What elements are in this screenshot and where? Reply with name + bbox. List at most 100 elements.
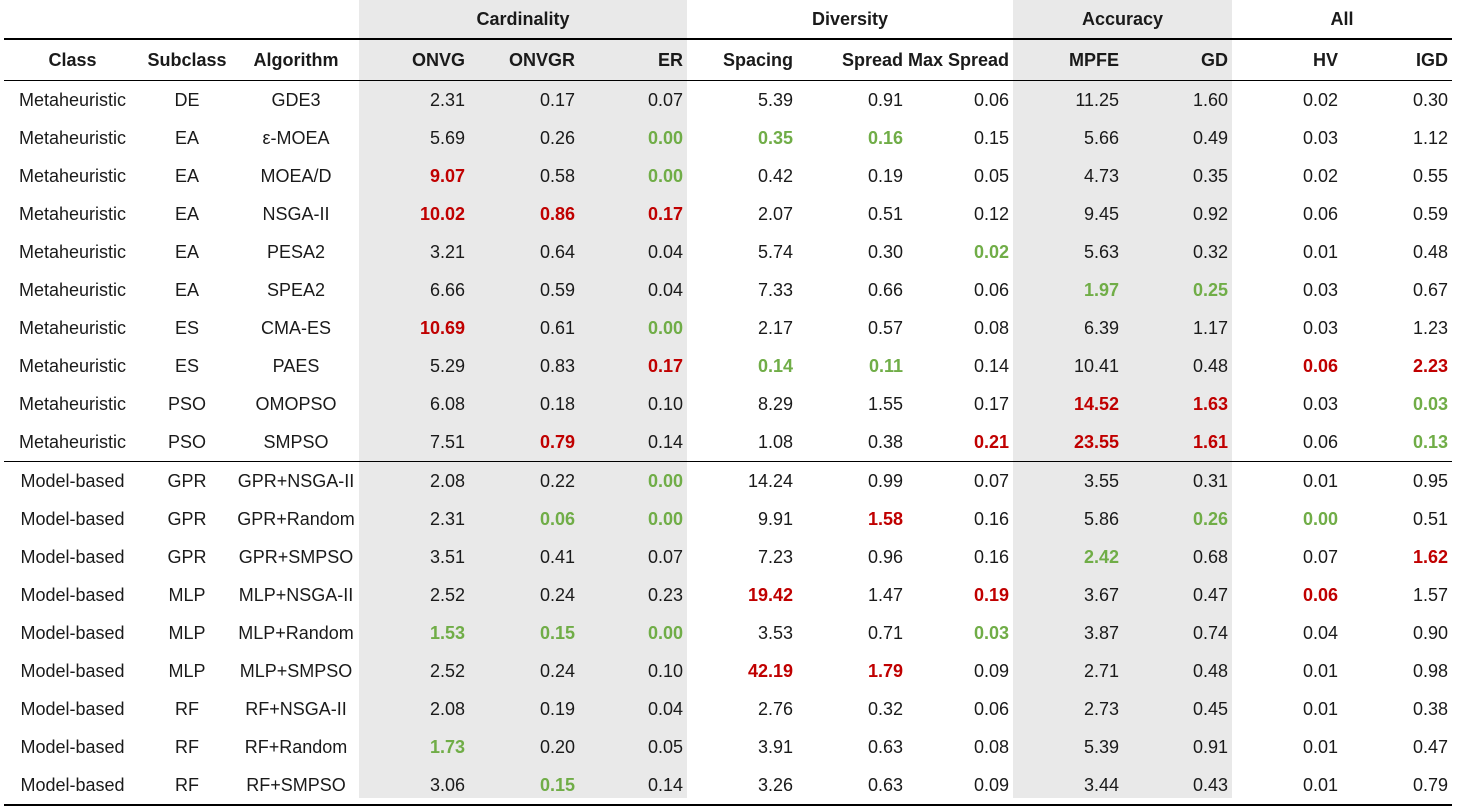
cell-spacing: 42.19	[747, 660, 794, 681]
cell-algorithm: ε-MOEA	[262, 127, 330, 148]
cell-class: Metaheuristic	[18, 431, 127, 452]
cell-subclass: RF	[175, 698, 199, 719]
cell-onvgr: 0.19	[539, 698, 575, 719]
cell-onvgr: 0.83	[539, 355, 575, 376]
header-onvg: ONVG	[411, 49, 465, 70]
header-hv: HV	[1313, 49, 1339, 70]
cell-class: Model-based	[20, 736, 125, 757]
cell-igd: 0.48	[1413, 241, 1449, 262]
cell-spread: 0.51	[867, 203, 904, 224]
cell-onvg: 2.52	[429, 584, 465, 605]
cell-spread: 0.11	[868, 355, 904, 376]
cell-max-spread: 0.05	[974, 165, 1010, 186]
cell-er: 0.23	[647, 584, 684, 605]
cell-er: 0.00	[579, 461, 688, 500]
cell-max-spread: 0.19	[974, 584, 1010, 605]
cell-igd: 0.67	[1413, 279, 1449, 300]
cell-mpfe: 3.67	[1084, 584, 1120, 605]
cell-onvg: 2.31	[429, 508, 465, 529]
column-header-row: Class Subclass Algorithm ONVG ONVGR ER S…	[4, 39, 1453, 81]
table-row: Metaheuristic ES CMA-ES 10.69 0.61 0.00 2.17 0.…	[4, 309, 1452, 347]
cell-er: 0.17	[647, 203, 684, 224]
cell-mpfe: 4.73	[1084, 165, 1120, 186]
cell-algorithm: GPR+NSGA-II	[233, 461, 359, 500]
table-row: Model-based GPR GPR+Random 2.31 0.06 0.00 9.91…	[4, 500, 1452, 538]
cell-class: Metaheuristic	[18, 203, 127, 224]
cell-onvgr: 0.26	[539, 127, 575, 148]
cell-class: Metaheuristic	[18, 127, 127, 148]
header-class: Class	[48, 49, 97, 70]
cell-spread: 0.71	[867, 622, 904, 643]
cell-max-spread: 0.16	[974, 546, 1010, 567]
cell-spacing: 5.74	[757, 241, 794, 262]
cell-algorithm: RF+NSGA-II	[245, 698, 347, 719]
cell-gd: 0.91	[1193, 736, 1229, 757]
cell-onvg: 1.53	[429, 622, 465, 643]
cell-gd: 1.61	[1193, 431, 1229, 452]
cell-subclass: GPR	[141, 461, 233, 500]
cell-algorithm: MOEA/D	[260, 165, 332, 186]
cell-hv: 0.01	[1232, 766, 1343, 806]
cell-hv: 0.01	[1303, 241, 1339, 262]
cell-subclass: PSO	[167, 431, 206, 452]
table-row: Metaheuristic PSO OMOPSO 6.08 0.18 0.10 8.29 1.…	[4, 385, 1452, 423]
cell-max-spread: 0.21	[974, 431, 1010, 452]
cell-spread: 0.32	[867, 698, 904, 719]
cell-max-spread: 0.08	[974, 317, 1010, 338]
cell-gd: 0.26	[1193, 508, 1229, 529]
cell-max-spread: 0.16	[974, 508, 1010, 529]
cell-onvgr: 0.17	[539, 89, 575, 110]
header-spread: Spread	[842, 49, 904, 70]
cell-onvgr: 0.22	[469, 461, 579, 500]
cell-igd: 0.90	[1413, 622, 1449, 643]
cell-spacing: 19.42	[747, 584, 794, 605]
cell-max-spread: 0.06	[974, 698, 1010, 719]
cell-mpfe: 5.86	[1084, 508, 1120, 529]
cell-mpfe: 6.39	[1084, 317, 1120, 338]
group-all: All	[1330, 8, 1354, 29]
cell-class: Model-based	[4, 461, 141, 500]
cell-onvgr: 0.41	[539, 546, 575, 567]
cell-igd: 0.47	[1413, 736, 1449, 757]
cell-spread: 1.79	[867, 660, 904, 681]
table-row: Model-based RF RF+NSGA-II 2.08 0.19 0.04 2.76 0…	[4, 690, 1452, 728]
cell-class: Model-based	[20, 622, 125, 643]
group-cardinality: Cardinality	[476, 8, 570, 29]
accuracy-shading	[1013, 0, 1232, 798]
cell-spacing: 7.33	[757, 279, 794, 300]
cell-algorithm: RF+Random	[244, 736, 348, 757]
cell-onvgr: 0.59	[539, 279, 575, 300]
cell-class: Model-based	[20, 508, 125, 529]
cell-class: Metaheuristic	[18, 89, 127, 110]
cell-gd: 1.60	[1193, 89, 1229, 110]
cell-algorithm: MLP+SMPSO	[239, 660, 353, 681]
cell-subclass: GPR	[167, 508, 207, 529]
cell-spacing: 5.39	[757, 89, 794, 110]
cell-er: 0.17	[647, 355, 684, 376]
group-header-row: Cardinality Diversity Accuracy All	[4, 0, 1452, 39]
cell-class: Model-based	[20, 698, 125, 719]
cell-hv: 0.03	[1303, 317, 1339, 338]
cell-spread: 1.55	[867, 393, 904, 414]
cell-onvg: 10.69	[419, 317, 465, 338]
cell-class: Model-based	[20, 546, 125, 567]
cell-class: Metaheuristic	[18, 355, 127, 376]
cell-er: 0.07	[647, 546, 684, 567]
cell-spread: 0.63	[867, 736, 904, 757]
cell-max-spread: 0.07	[907, 461, 1014, 500]
cell-max-spread: 0.09	[907, 766, 1014, 806]
cell-gd: 0.31	[1123, 461, 1233, 500]
cell-gd: 1.17	[1193, 317, 1229, 338]
cell-spread: 0.16	[867, 127, 904, 148]
cell-algorithm: MLP+NSGA-II	[238, 584, 354, 605]
cell-spread: 0.19	[867, 165, 904, 186]
cell-onvg: 2.31	[429, 89, 465, 110]
header-mpfe: MPFE	[1069, 49, 1120, 70]
header-gd: GD	[1201, 49, 1229, 70]
cell-igd: 0.13	[1413, 431, 1449, 452]
table-row: Model-based RF RF+Random 1.73 0.20 0.05 3.91 0.…	[4, 728, 1452, 766]
cell-er: 0.10	[647, 660, 684, 681]
table-row: Metaheuristic EA MOEA/D 9.07 0.58 0.00 0.42 0.1…	[4, 157, 1452, 195]
cell-subclass: EA	[174, 241, 199, 262]
